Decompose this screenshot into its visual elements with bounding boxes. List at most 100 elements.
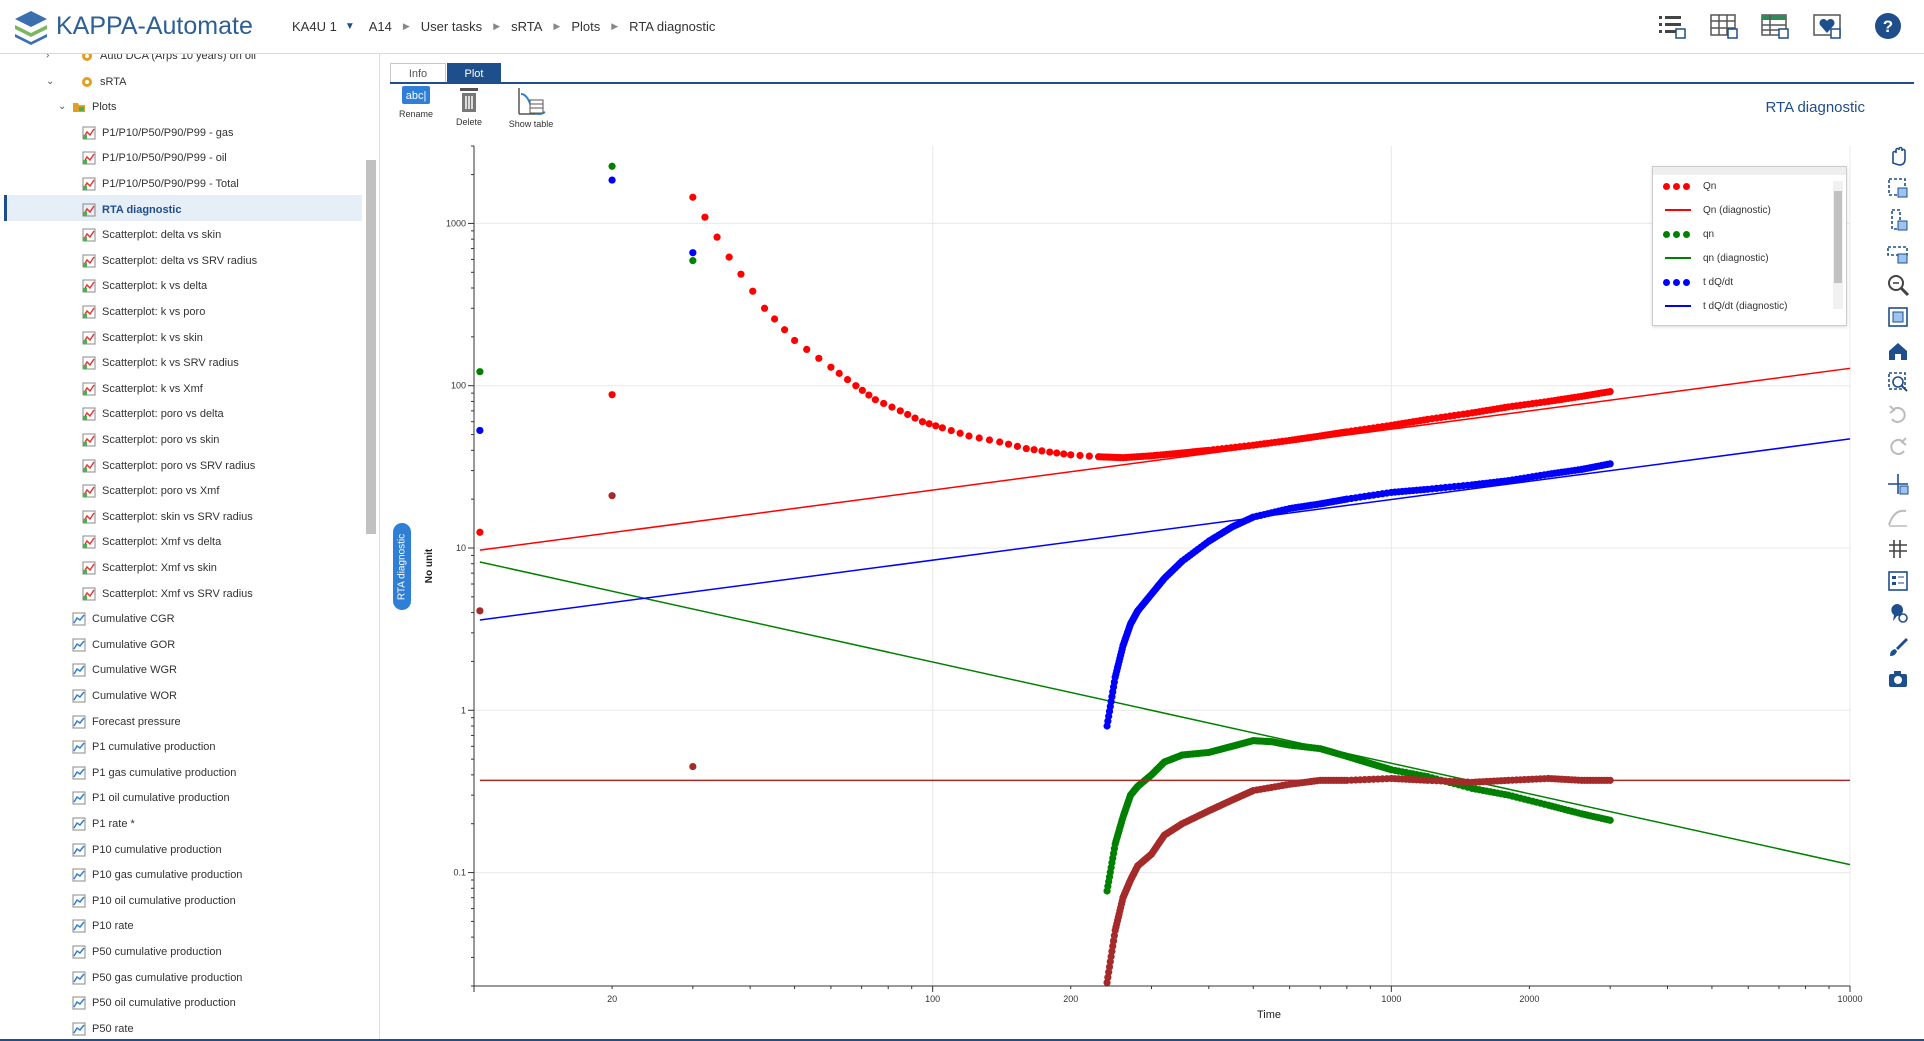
tree-item[interactable]: Scatterplot: Xmf vs delta xyxy=(82,530,221,554)
legend-entry[interactable]: t dQ/dt xyxy=(1661,273,1733,291)
sidebar-scrollbar[interactable] xyxy=(366,160,376,534)
redo-icon[interactable] xyxy=(1886,435,1910,459)
tree-item-label: P1 rate * xyxy=(92,818,135,830)
breadcrumb-item[interactable]: User tasks xyxy=(420,19,483,34)
dashboard-heart-icon[interactable] xyxy=(1812,11,1842,41)
tree-item[interactable]: Cumulative GOR xyxy=(72,633,175,657)
zoom-fit-icon[interactable] xyxy=(1886,305,1910,329)
tree-item[interactable]: Scatterplot: poro vs skin xyxy=(82,428,219,452)
box-select-icon[interactable] xyxy=(1886,176,1910,200)
tab-info[interactable]: Info xyxy=(390,63,446,83)
breadcrumb-item[interactable]: Plots xyxy=(571,19,601,34)
data-point-qn xyxy=(904,410,912,419)
chart-legend[interactable]: Qn Qn (diagnostic) qn qn (diagnostic) t dQ/d… xyxy=(1652,166,1847,326)
undo-icon[interactable] xyxy=(1886,403,1910,427)
tree-item[interactable]: RTA diagnostic xyxy=(82,198,181,222)
tree-item[interactable]: Scatterplot: delta vs SRV radius xyxy=(82,249,257,273)
tree-item[interactable]: Scatterplot: k vs delta xyxy=(82,274,207,298)
tree-item[interactable]: sRTA xyxy=(80,70,127,94)
grid-icon[interactable] xyxy=(1886,537,1910,561)
tree-item[interactable]: P10 rate xyxy=(72,914,134,938)
data-point-qn xyxy=(918,418,927,426)
crosshair-icon[interactable] xyxy=(1886,472,1910,496)
legend-entry[interactable]: Qn xyxy=(1661,177,1716,195)
tree-item-label: Forecast pressure xyxy=(92,715,181,728)
legend-icon[interactable] xyxy=(1886,569,1910,593)
tree-item[interactable]: Scatterplot: k vs skin xyxy=(82,326,203,350)
zoom-region-icon[interactable] xyxy=(1886,370,1910,394)
tree-item[interactable]: P1/P10/P50/P90/P99 - gas xyxy=(82,121,233,145)
legend-scrollbar-thumb[interactable] xyxy=(1834,191,1842,283)
rename-button[interactable]: abc| Rename xyxy=(388,86,444,119)
tree-item[interactable]: Scatterplot: poro vs delta xyxy=(82,402,224,426)
camera-icon[interactable] xyxy=(1886,667,1910,691)
tree-item[interactable]: P10 gas cumulative production xyxy=(72,863,242,887)
brush-icon[interactable] xyxy=(1886,635,1910,659)
vertical-select-icon[interactable] xyxy=(1886,208,1910,232)
tree-item[interactable]: Auto DCA (Arps 10 years) on oil xyxy=(80,54,256,68)
legend-entry[interactable]: t dQ/dt (diagnostic) xyxy=(1661,297,1787,315)
tree-item[interactable]: P50 gas cumulative production xyxy=(72,966,242,990)
tree-item[interactable]: P1/P10/P50/P90/P99 - oil xyxy=(82,146,227,170)
line-icon xyxy=(72,791,86,805)
table-view-icon[interactable] xyxy=(1760,11,1790,41)
curve-fit-icon[interactable] xyxy=(1886,505,1910,529)
tree-item[interactable]: Plots xyxy=(72,95,116,119)
tree-item[interactable]: Scatterplot: poro vs SRV radius xyxy=(82,454,255,478)
chevron-right-icon[interactable]: › xyxy=(46,54,50,61)
tree-item[interactable]: Cumulative WGR xyxy=(72,658,177,682)
tree-item[interactable]: P1 gas cumulative production xyxy=(72,761,236,785)
plot-icon xyxy=(82,126,96,140)
legend-entry[interactable]: qn xyxy=(1661,225,1714,243)
tree-item[interactable]: P1 oil cumulative production xyxy=(72,786,230,810)
grid-view-icon[interactable] xyxy=(1709,11,1739,41)
tree-item[interactable]: Scatterplot: k vs SRV radius xyxy=(82,351,239,375)
data-point-qn xyxy=(996,438,1004,446)
tree-item[interactable]: Scatterplot: k vs poro xyxy=(82,300,205,324)
tree-item[interactable]: P1 rate * xyxy=(72,812,135,836)
tree-item[interactable]: P10 cumulative production xyxy=(72,838,222,862)
tree-item[interactable]: P1/P10/P50/P90/P99 - Total xyxy=(82,172,239,196)
tree-item-label: Scatterplot: delta vs skin xyxy=(102,229,222,242)
breadcrumb-item[interactable]: KA4U 1 xyxy=(292,19,337,34)
tree-item[interactable]: P10 oil cumulative production xyxy=(72,889,236,913)
tab-plot[interactable]: Plot xyxy=(447,63,501,83)
tree-item[interactable]: Scatterplot: skin vs SRV radius xyxy=(82,505,253,529)
dropdown-caret-icon[interactable]: ▼ xyxy=(344,21,355,32)
home-icon[interactable] xyxy=(1886,339,1910,363)
zoom-icon[interactable] xyxy=(1886,273,1910,297)
pan-hand-icon[interactable] xyxy=(1886,143,1910,167)
legend-entry[interactable]: qn (diagnostic) xyxy=(1661,249,1769,267)
tree-item[interactable]: Scatterplot: k vs Xmf xyxy=(82,377,203,401)
tree-item[interactable]: Cumulative WOR xyxy=(72,684,177,708)
tree-item[interactable]: Scatterplot: Xmf vs skin xyxy=(82,556,217,580)
y-axis-group-pill[interactable]: RTA diagnostic xyxy=(393,523,411,610)
breadcrumb-item[interactable]: sRTA xyxy=(511,19,543,34)
chevron-down-icon[interactable]: ⌄ xyxy=(58,101,67,113)
tree-item[interactable]: P50 rate xyxy=(72,1017,134,1041)
legend-entry[interactable]: t/Q dQ/dt xyxy=(1661,321,1744,326)
tree-item[interactable]: Scatterplot: delta vs skin xyxy=(82,223,221,247)
list-view-icon[interactable] xyxy=(1657,11,1687,41)
show-table-button[interactable]: Show table xyxy=(503,86,559,129)
chevron-down-icon[interactable]: ⌄ xyxy=(46,75,55,87)
tree-item[interactable]: Forecast pressure xyxy=(72,710,181,734)
plot-icon xyxy=(82,305,96,319)
chevron-right-icon: ▶ xyxy=(553,21,561,31)
legend-entry[interactable]: Qn (diagnostic) xyxy=(1661,201,1771,219)
rta-diagnostic-chart[interactable]: 20 100 200 1000 2000 10000 0.1 1 10 100 1000 Time No… xyxy=(380,130,1870,1030)
tree-item[interactable]: P50 oil cumulative production xyxy=(72,991,236,1015)
app-title[interactable]: KAPPA-Automate xyxy=(56,12,253,40)
tree-item[interactable]: Scatterplot: Xmf vs SRV radius xyxy=(82,582,253,606)
tree-item[interactable]: Scatterplot: poro vs Xmf xyxy=(82,479,219,503)
tree-item[interactable]: P50 cumulative production xyxy=(72,940,222,964)
help-icon[interactable]: ? xyxy=(1873,11,1903,41)
delete-button[interactable]: Delete xyxy=(441,86,497,127)
data-point-qn xyxy=(880,399,888,408)
tree-item[interactable]: Cumulative CGR xyxy=(72,607,175,631)
tree-item[interactable]: P1 cumulative production xyxy=(72,735,216,759)
annotation-icon[interactable] xyxy=(1886,601,1910,625)
horizontal-select-icon[interactable] xyxy=(1886,241,1910,265)
line-icon xyxy=(72,715,86,729)
breadcrumb-item[interactable]: A14 xyxy=(368,19,392,34)
